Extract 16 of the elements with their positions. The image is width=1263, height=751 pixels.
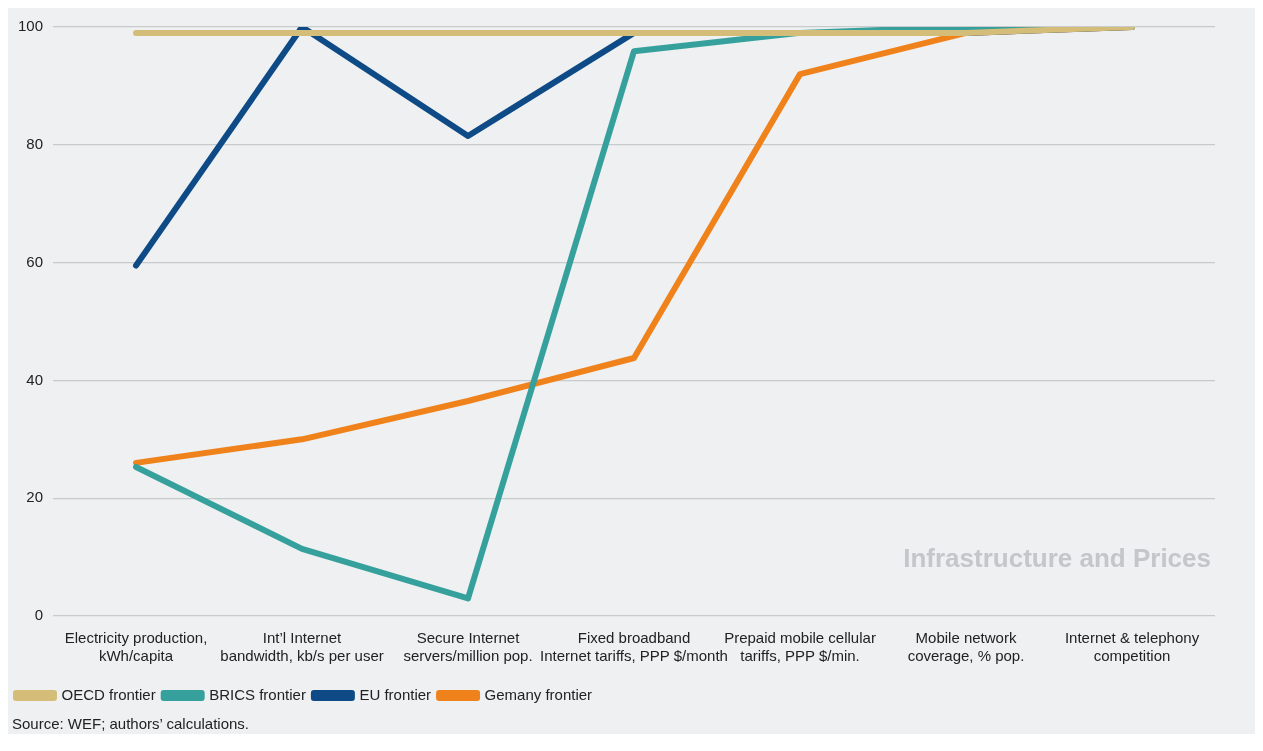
y-tick-label: 80: [26, 134, 44, 152]
legend-label: EU frontier: [359, 685, 432, 703]
x-tick-label: Electricity production, kWh/capita: [64, 629, 208, 665]
x-tick-label: Secure Internet servers/million pop.: [403, 629, 533, 665]
x-tick-label: Internet & telephony competition: [1064, 629, 1200, 665]
x-tick-label: Int’l Internet bandwidth, kb/s per user: [220, 629, 384, 665]
y-tick-label: 60: [26, 252, 44, 270]
y-tick-label: 40: [26, 370, 44, 388]
y-tick-label: 100: [18, 17, 44, 35]
y-tick-label: 20: [26, 488, 44, 506]
source-note: Source: WEF; authors’ calculations.: [11, 714, 251, 734]
legend-label: OECD frontier: [61, 685, 156, 703]
x-tick-label: Mobile network coverage, % pop.: [907, 629, 1025, 665]
legend-label: BRICS frontier: [209, 685, 306, 703]
legend-label: Gemany frontier: [484, 685, 593, 703]
y-tick-label: 0: [34, 606, 44, 624]
